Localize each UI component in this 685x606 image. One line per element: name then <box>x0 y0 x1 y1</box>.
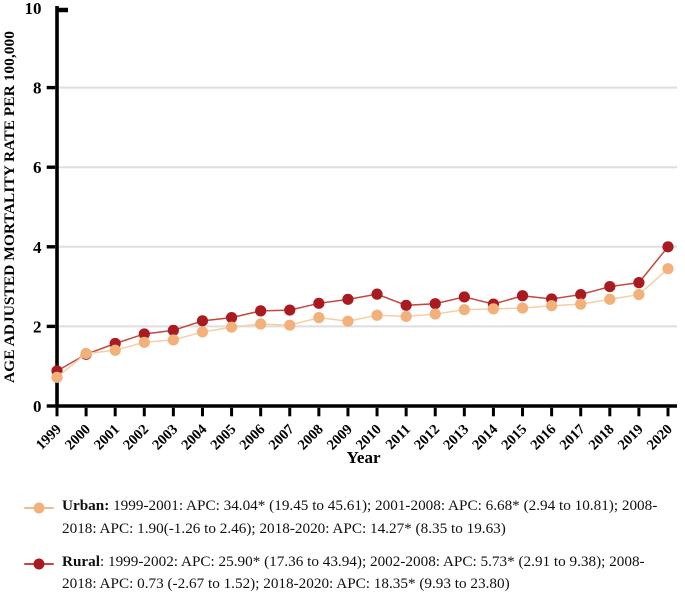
y-tick-label-0: 0 <box>33 397 42 416</box>
x-tick-label-2003: 2003 <box>149 422 181 454</box>
x-tick-label-2007: 2007 <box>266 422 298 454</box>
series-rural-point-2004 <box>196 315 209 327</box>
series-urban-point-2006 <box>255 318 267 330</box>
x-tick-label-2011: 2011 <box>383 422 414 453</box>
series-urban-point-2018 <box>604 293 616 305</box>
mortality-line-chart: 0 2 4 6 8 10 AGE ADJUSTED MORTALITY RATE PER 1… <box>2 0 677 467</box>
gridlines <box>59 86 677 328</box>
urban-series-marker-icon <box>24 496 54 520</box>
series-urban-point-2016 <box>546 300 558 312</box>
series-urban-point-2010 <box>371 309 383 321</box>
y-tick-label-4: 4 <box>33 238 42 257</box>
series-urban-point-2013 <box>458 304 470 316</box>
x-tick-label-2019: 2019 <box>615 422 647 454</box>
rural-marker-dot <box>33 558 45 570</box>
x-tick-label-2008: 2008 <box>295 422 327 454</box>
x-tick-label-2018: 2018 <box>586 422 618 454</box>
series-rural-point-2019 <box>633 277 645 289</box>
series-rural-point-2008 <box>313 297 325 309</box>
series-urban-point-2014 <box>487 303 500 315</box>
series-urban-point-2007 <box>284 319 296 331</box>
series-rural-point-2009 <box>342 293 354 305</box>
series-rural-line <box>56 246 669 372</box>
x-axis-title: Year <box>347 448 381 467</box>
series-rural-point-2005 <box>225 312 238 324</box>
series-urban-point-2001 <box>109 344 121 356</box>
series-urban-line <box>56 268 669 378</box>
legend-text-rural: Rural: 1999-2002: APC: 25.90* (17.36 to … <box>62 551 674 597</box>
series-urban-point-2008 <box>313 312 325 324</box>
series-rural-point-2011 <box>400 299 412 311</box>
series-urban-point-2012 <box>429 308 441 320</box>
x-tick-label-2013: 2013 <box>440 422 472 454</box>
series-urban-point-2002 <box>138 336 150 348</box>
series-urban-point-2004 <box>196 326 209 338</box>
series-rural-point-2018 <box>604 281 616 293</box>
y-tick-label-6: 6 <box>33 158 42 177</box>
series-rural-point-2003 <box>167 324 179 336</box>
x-tick-label-2015: 2015 <box>499 422 531 454</box>
series-rural-point-2013 <box>458 291 470 303</box>
legend-label-urban: Urban: <box>62 497 110 514</box>
legend-entry-urban: Urban: 1999-2001: APC: 34.04* (19.45 to … <box>24 495 676 541</box>
figure: 0 2 4 6 8 10 AGE ADJUSTED MORTALITY RATE PER 1… <box>2 0 677 593</box>
series-urban-point-2003 <box>167 334 179 346</box>
x-tick-label-2014: 2014 <box>469 422 501 454</box>
series-urban-point-2000 <box>80 347 92 360</box>
x-tick-label-2012: 2012 <box>411 422 443 454</box>
rural-series-marker-icon <box>24 552 54 576</box>
series-rural-point-2002 <box>138 328 150 340</box>
x-tick-label-2000: 2000 <box>62 422 94 454</box>
series-urban-point-2017 <box>575 298 587 310</box>
series-rural-point-2006 <box>255 305 267 317</box>
x-tick-label-2004: 2004 <box>178 422 210 454</box>
series-rural-point-2007 <box>284 304 296 316</box>
chart-legend: Urban: 1999-2001: APC: 34.04* (19.45 to … <box>24 495 676 606</box>
x-tick-label-2005: 2005 <box>208 422 240 454</box>
series-rural-point-2017 <box>575 288 587 301</box>
legend-apc-urban: 1999-2001: APC: 34.04* (19.45 to 45.61);… <box>62 497 658 537</box>
x-tick-label-2017: 2017 <box>557 422 589 454</box>
series-urban-point-2015 <box>516 302 529 314</box>
urban-marker-dot <box>33 502 45 514</box>
series-urban-point-2009 <box>342 315 354 327</box>
series-urban-point-2019 <box>633 288 645 301</box>
x-tick-label-2002: 2002 <box>120 422 152 454</box>
series-urban-point-2011 <box>400 310 412 323</box>
y-axis: 0 2 4 6 8 10 AGE ADJUSTED MORTALITY RATE PER 1… <box>2 0 68 416</box>
x-tick-label-1999: 1999 <box>33 422 65 454</box>
y-tick-label-10: 10 <box>25 0 42 18</box>
series-rural-point-2015 <box>516 290 529 302</box>
y-axis-title: AGE ADJUSTED MORTALITY RATE PER 100,000 <box>2 31 18 383</box>
y-tick-label-2: 2 <box>33 317 42 336</box>
y-tick-label-8: 8 <box>33 79 42 98</box>
series-rural-point-2020 <box>662 241 674 253</box>
x-tick-label-2006: 2006 <box>237 422 269 454</box>
x-tick-label-2001: 2001 <box>91 422 123 454</box>
legend-text-urban: Urban: 1999-2001: APC: 34.04* (19.45 to … <box>62 495 674 541</box>
series-rural <box>51 241 674 377</box>
legend-entry-rural: Rural: 1999-2002: APC: 25.90* (17.36 to … <box>24 551 676 597</box>
series-urban-point-1999 <box>51 371 63 383</box>
series-rural-point-2010 <box>371 288 383 300</box>
series-rural-point-2012 <box>429 298 441 310</box>
legend-label-rural: Rural <box>62 552 100 570</box>
series-urban-point-2020 <box>662 263 674 275</box>
x-tick-label-2020: 2020 <box>644 422 676 454</box>
x-axis: 1999200020012002200320042005200620072008… <box>33 404 677 467</box>
series-urban <box>51 263 674 383</box>
legend-apc-rural: : 1999-2002: APC: 25.90* (17.36 to 43.94… <box>62 552 645 593</box>
x-tick-label-2016: 2016 <box>528 422 560 454</box>
series-urban-point-2005 <box>225 321 238 333</box>
